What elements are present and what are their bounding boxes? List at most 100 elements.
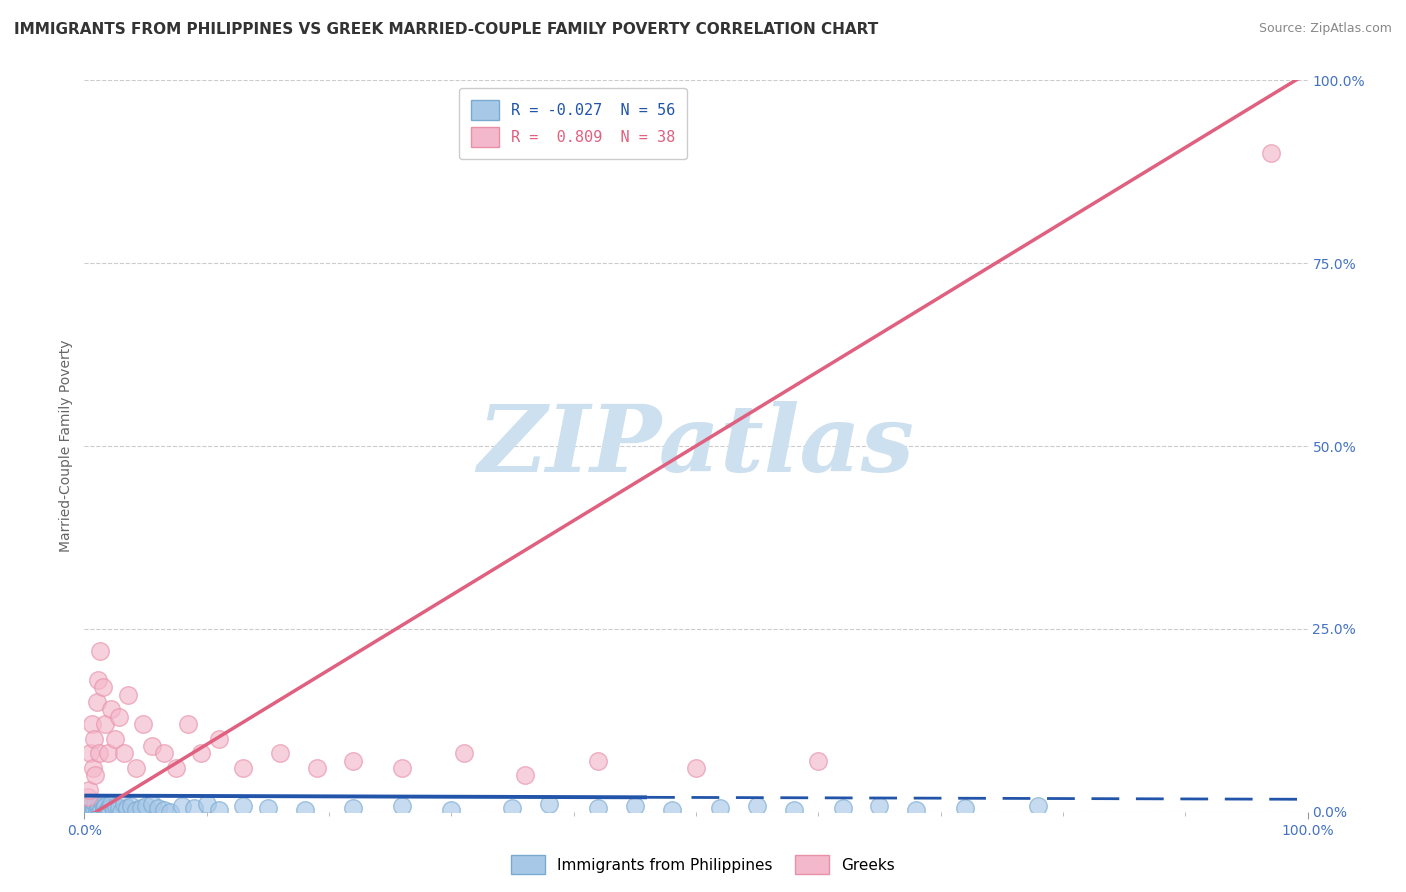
Point: [91, 681, 114, 695]
Text: Source: ZipAtlas.com: Source: ZipAtlas.com: [1258, 22, 1392, 36]
Point: [86, 695, 108, 709]
Point: [94, 798, 117, 813]
Point: [440, 803, 463, 817]
Point: [77, 801, 100, 815]
Point: [79, 746, 101, 760]
Point: [112, 746, 135, 760]
Point: [132, 717, 155, 731]
Point: [342, 801, 364, 815]
Point: [208, 803, 231, 817]
Text: IMMIGRANTS FROM PHILIPPINES VS GREEK MARRIED-COUPLE FAMILY POVERTY CORRELATION C: IMMIGRANTS FROM PHILIPPINES VS GREEK MAR…: [14, 22, 879, 37]
Point: [82, 805, 104, 819]
Point: [747, 798, 769, 813]
Point: [107, 709, 129, 723]
Point: [146, 801, 169, 815]
Point: [685, 761, 707, 775]
Point: [97, 801, 120, 815]
Point: [269, 746, 291, 760]
Point: [586, 801, 609, 815]
Point: [105, 798, 128, 813]
Point: [783, 803, 806, 817]
Point: [84, 768, 107, 782]
Point: [159, 805, 181, 819]
Point: [77, 782, 100, 797]
Point: [83, 801, 105, 815]
Point: [97, 803, 120, 817]
Point: [208, 731, 231, 746]
Point: [83, 731, 105, 746]
Point: [89, 805, 111, 819]
Point: [153, 803, 176, 817]
Point: [112, 797, 135, 812]
Point: [905, 803, 928, 817]
Point: [103, 803, 125, 817]
Point: [82, 761, 104, 775]
Point: [79, 798, 101, 813]
Text: ZIPatlas: ZIPatlas: [478, 401, 914, 491]
Point: [97, 746, 120, 760]
Point: [195, 797, 218, 812]
Point: [513, 768, 536, 782]
Point: [141, 739, 163, 753]
Point: [141, 797, 163, 812]
Point: [80, 717, 103, 731]
Point: [120, 798, 142, 813]
Point: [90, 803, 112, 817]
Point: [153, 746, 176, 760]
Y-axis label: Married-Couple Family Poverty: Married-Couple Family Poverty: [59, 340, 73, 552]
Point: [110, 805, 132, 819]
Point: [96, 805, 118, 819]
Point: [115, 801, 138, 815]
Point: [125, 761, 148, 775]
Point: [305, 761, 328, 775]
Point: [624, 798, 647, 813]
Point: [91, 797, 114, 812]
Point: [135, 798, 157, 813]
Point: [84, 797, 107, 812]
Point: [709, 801, 731, 815]
Point: [183, 801, 205, 815]
Point: [129, 801, 152, 815]
Point: [89, 644, 111, 658]
Point: [104, 731, 127, 746]
Point: [294, 803, 316, 817]
Point: [125, 803, 148, 817]
Point: [172, 798, 194, 813]
Point: [953, 801, 976, 815]
Point: [94, 717, 117, 731]
Point: [100, 702, 122, 716]
Point: [87, 673, 110, 687]
Point: [77, 797, 100, 812]
Point: [165, 761, 187, 775]
Point: [807, 754, 830, 768]
Point: [831, 801, 853, 815]
Point: [391, 798, 413, 813]
Point: [107, 801, 129, 815]
Point: [257, 801, 280, 815]
Point: [869, 798, 891, 813]
Point: [232, 761, 254, 775]
Point: [342, 754, 364, 768]
Point: [86, 803, 108, 817]
Point: [117, 688, 139, 702]
Point: [93, 801, 115, 815]
Point: [661, 803, 683, 817]
Legend: Immigrants from Philippines, Greeks: Immigrants from Philippines, Greeks: [505, 849, 901, 880]
Point: [232, 798, 254, 813]
Point: [586, 754, 609, 768]
Point: [80, 803, 103, 817]
Point: [100, 797, 122, 812]
Point: [453, 746, 475, 760]
Point: [1028, 798, 1050, 813]
Legend: R = -0.027  N = 56, R =  0.809  N = 38: R = -0.027 N = 56, R = 0.809 N = 38: [458, 88, 688, 160]
Point: [1260, 146, 1282, 161]
Point: [177, 717, 200, 731]
Point: [502, 801, 524, 815]
Point: [87, 746, 110, 760]
Point: [87, 798, 110, 813]
Point: [391, 761, 413, 775]
Point: [190, 746, 212, 760]
Point: [538, 797, 561, 812]
Point: [87, 801, 110, 815]
Point: [77, 790, 100, 805]
